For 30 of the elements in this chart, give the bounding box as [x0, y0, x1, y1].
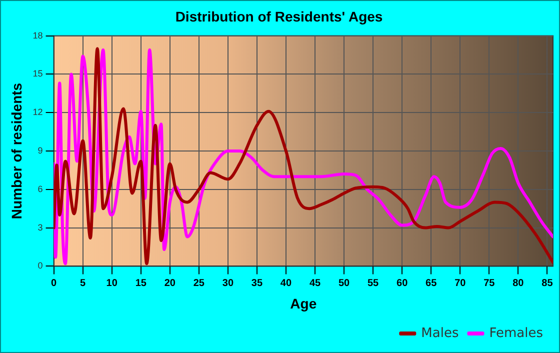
x-tick-label: 55: [367, 278, 380, 289]
x-tick-label: 65: [426, 278, 438, 289]
y-tick-label: 9: [38, 145, 43, 156]
x-tick-label: 30: [222, 278, 234, 289]
y-tick-label: 6: [38, 184, 43, 194]
x-tick-label: 5: [80, 278, 86, 289]
legend-label: Females: [489, 326, 544, 341]
x-tick-label: 80: [512, 278, 524, 289]
x-tick-label: 25: [193, 278, 205, 289]
y-tick-label: 3: [38, 222, 43, 232]
x-tick-label: 40: [280, 278, 292, 289]
legend-label: Males: [421, 326, 459, 341]
y-tick-label: 12: [32, 107, 43, 118]
y-tick-label: 0: [38, 260, 43, 271]
x-tick-label: 50: [338, 278, 350, 289]
chart-title: Distribution of Residents' Ages: [175, 8, 383, 24]
x-tick-label: 20: [164, 278, 176, 289]
x-tick-label: 85: [542, 278, 554, 289]
x-tick-label: 75: [484, 278, 496, 289]
x-tick-label: 10: [106, 278, 118, 289]
x-axis-title: Age: [290, 295, 317, 312]
x-tick-label: 35: [251, 278, 263, 289]
y-axis-title: Number of residents: [8, 82, 24, 220]
x-tick-label: 45: [309, 278, 322, 289]
x-tick-label: 0: [51, 278, 58, 289]
x-tick-label: 70: [454, 278, 466, 289]
x-tick-label: 60: [396, 278, 408, 289]
x-tick-label: 15: [135, 278, 147, 289]
y-tick-label: 15: [32, 68, 43, 79]
y-tick-label: 18: [32, 30, 43, 40]
